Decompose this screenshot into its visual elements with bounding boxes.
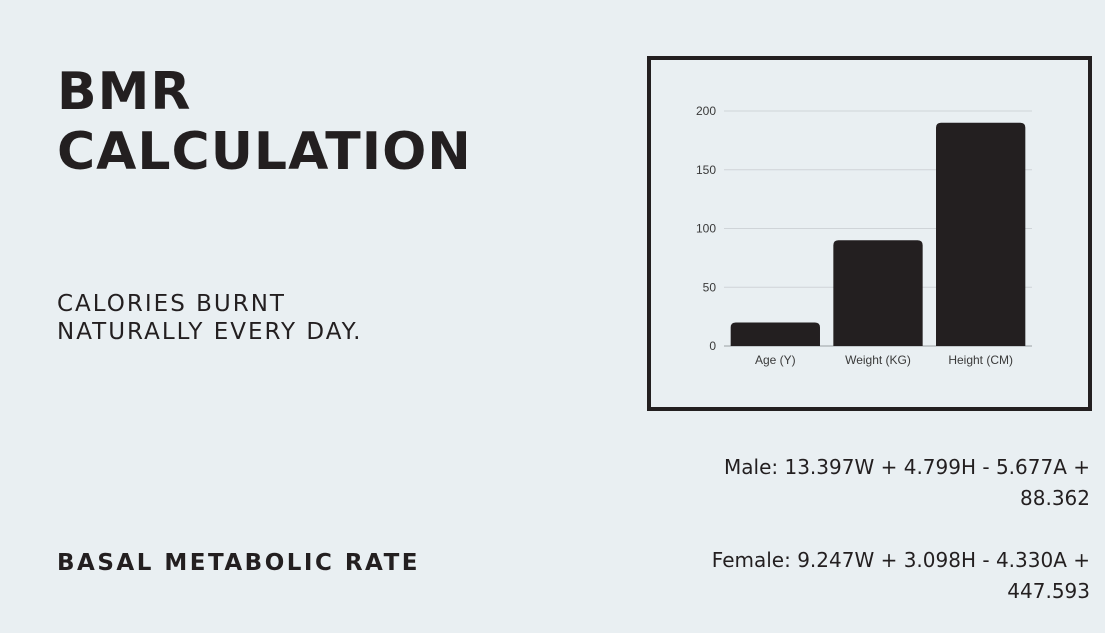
page-title: BMR CALCULATION <box>57 62 472 182</box>
page-subtitle: CALORIES BURNT NATURALLY EVERY DAY. <box>57 290 362 346</box>
x-tick-label: Height (CM) <box>948 353 1013 367</box>
bar-chart: 0 50 100 150 200 Age (Y) Weight (KG) Height (CM… <box>696 104 1032 367</box>
bar <box>833 240 923 346</box>
male-formula: Male: 13.397W + 4.799H - 5.677A + 88.362 <box>724 455 1090 510</box>
page-title-line-2: CALCULATION <box>57 122 472 182</box>
y-tick-label: 150 <box>696 163 716 177</box>
bar <box>936 122 1026 346</box>
y-tick-label: 100 <box>696 222 716 236</box>
page-subtitle-line-2: NATURALLY EVERY DAY. <box>57 319 363 345</box>
bar <box>730 322 820 346</box>
page-subtitle-line-1: CALORIES BURNT <box>57 291 286 317</box>
y-tick-label: 200 <box>696 104 716 118</box>
female-formula: Female: 9.247W + 3.098H - 4.330A + 447.5… <box>711 548 1090 603</box>
y-tick-label: 50 <box>703 280 717 294</box>
x-tick-label: Weight (KG) <box>845 353 911 367</box>
page-title-line-1: BMR <box>57 62 192 122</box>
footer-label: BASAL METABOLIC RATE <box>57 550 420 576</box>
x-tick-label: Age (Y) <box>755 353 796 367</box>
chart-frame: 0 50 100 150 200 Age (Y) Weight (KG) Height (CM… <box>647 56 1092 411</box>
y-tick-label: 0 <box>709 339 716 353</box>
